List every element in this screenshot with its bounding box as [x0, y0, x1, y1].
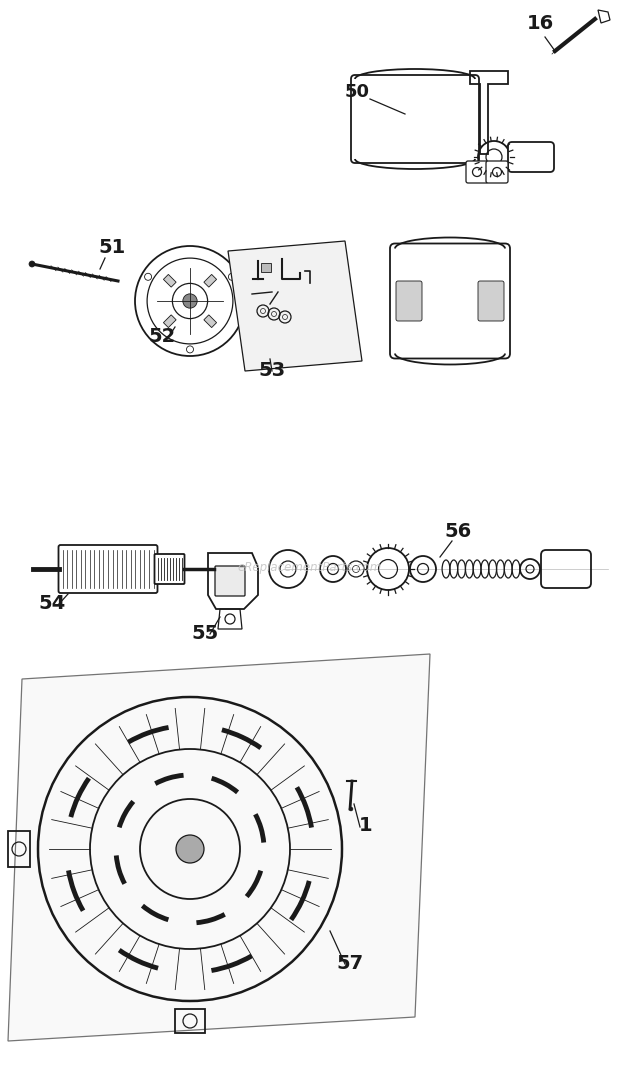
Text: 52: 52 [148, 327, 175, 346]
Bar [261, 263, 271, 272]
Circle shape [176, 835, 204, 863]
FancyBboxPatch shape [396, 281, 422, 320]
Text: 51: 51 [99, 238, 126, 257]
FancyBboxPatch shape [486, 161, 508, 183]
FancyBboxPatch shape [390, 244, 510, 358]
Polygon shape [164, 274, 176, 287]
FancyBboxPatch shape [351, 76, 479, 163]
Text: 50: 50 [345, 83, 370, 101]
Text: 55: 55 [192, 624, 219, 643]
FancyBboxPatch shape [154, 554, 185, 584]
Text: 56: 56 [445, 522, 472, 541]
FancyBboxPatch shape [478, 281, 504, 320]
Polygon shape [204, 274, 216, 287]
Text: 57: 57 [337, 954, 363, 973]
FancyBboxPatch shape [58, 545, 157, 593]
Polygon shape [164, 315, 176, 328]
Text: eReplacementParts.com: eReplacementParts.com [238, 560, 382, 574]
Text: 54: 54 [38, 595, 66, 613]
FancyBboxPatch shape [508, 142, 554, 172]
Polygon shape [228, 241, 362, 371]
Text: 16: 16 [526, 14, 554, 33]
FancyBboxPatch shape [466, 161, 488, 183]
FancyBboxPatch shape [541, 550, 591, 588]
Circle shape [349, 807, 353, 811]
Circle shape [183, 293, 197, 309]
Text: 53: 53 [259, 361, 286, 380]
Polygon shape [8, 654, 430, 1041]
FancyBboxPatch shape [215, 566, 245, 596]
Polygon shape [204, 315, 216, 328]
Circle shape [29, 261, 35, 267]
Text: 1: 1 [359, 816, 373, 835]
